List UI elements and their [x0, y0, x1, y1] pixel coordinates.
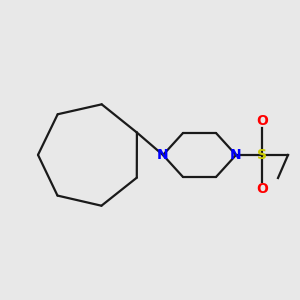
Text: S: S	[257, 148, 267, 162]
Text: O: O	[256, 182, 268, 196]
Text: N: N	[157, 148, 169, 162]
Text: O: O	[256, 114, 268, 128]
Text: N: N	[230, 148, 242, 162]
